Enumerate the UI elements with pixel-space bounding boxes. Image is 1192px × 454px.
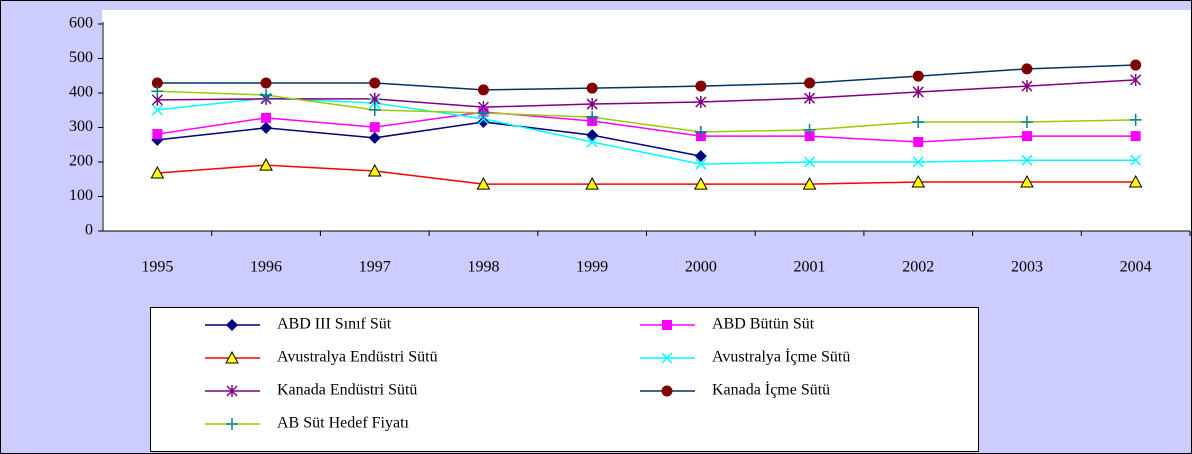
- x-tick-label: 1996: [250, 259, 282, 276]
- data-point: [586, 136, 598, 148]
- y-tick-label: 400: [69, 84, 93, 101]
- data-point: [151, 104, 163, 116]
- legend-marker: [662, 320, 672, 330]
- legend-label: ABD III Sınıf Süt: [277, 316, 392, 333]
- data-point: [260, 121, 273, 134]
- x-tick-label: 1998: [467, 259, 499, 276]
- data-point: [804, 92, 816, 105]
- data-point: [694, 150, 707, 163]
- data-point: [1128, 174, 1143, 188]
- data-point: [368, 131, 381, 144]
- data-point: [260, 77, 272, 89]
- legend-label: Kanada Endüstri Sütü: [277, 382, 417, 399]
- legend-label: Kanada İçme Sütü: [712, 381, 830, 399]
- series-line: [157, 64, 1136, 91]
- data-point: [912, 85, 924, 98]
- data-point: [477, 107, 490, 120]
- data-point: [152, 129, 163, 140]
- data-point: [260, 89, 273, 102]
- y-tick-label: 600: [69, 15, 93, 32]
- data-point: [1130, 59, 1142, 71]
- data-point: [369, 122, 380, 133]
- data-point: [1020, 115, 1033, 128]
- legend-marker: [226, 385, 238, 397]
- data-point: [912, 70, 924, 82]
- series-line: [157, 97, 1136, 165]
- data-point: [368, 103, 381, 116]
- data-point: [477, 84, 489, 96]
- data-point: [476, 177, 491, 190]
- data-point: [1130, 131, 1141, 142]
- series-line: [157, 121, 701, 157]
- data-point: [369, 92, 381, 105]
- data-point: [913, 136, 924, 147]
- series-line: [157, 90, 1136, 133]
- series-line: [157, 164, 1136, 185]
- legend-label: AB Süt Hedef Fiyatı: [277, 415, 410, 432]
- data-point: [911, 174, 926, 188]
- legend-marker: [226, 418, 238, 430]
- data-point: [585, 177, 599, 190]
- x-tick-label: 2002: [902, 259, 934, 276]
- data-point: [1130, 73, 1142, 86]
- data-point: [1020, 174, 1034, 188]
- data-point: [695, 80, 707, 92]
- data-point: [912, 115, 925, 128]
- x-tick-label: 2000: [685, 259, 717, 276]
- data-point: [150, 165, 165, 179]
- legend-marker: [226, 319, 238, 331]
- data-point: [259, 158, 273, 171]
- x-tick-label: 2004: [1120, 259, 1152, 276]
- series-line: [157, 79, 1136, 108]
- data-point: [694, 125, 707, 138]
- data-point: [151, 85, 164, 98]
- series-line: [157, 111, 1136, 143]
- x-tick-label: 1995: [141, 259, 173, 276]
- data-point: [477, 115, 490, 128]
- data-point: [695, 158, 707, 170]
- x-tick-label: 1999: [576, 259, 608, 276]
- legend-marker: [661, 352, 673, 364]
- data-point: [586, 98, 598, 111]
- data-point: [1130, 154, 1142, 166]
- data-point: [1021, 154, 1033, 166]
- data-point: [912, 156, 924, 168]
- legend-marker: [661, 385, 673, 397]
- y-tick-label: 100: [69, 187, 93, 204]
- legend-marker: [225, 350, 239, 364]
- data-point: [261, 112, 272, 123]
- data-point: [1021, 63, 1033, 75]
- legend: [150, 307, 979, 452]
- legend-label: Avustralya Endüstri Sütü: [277, 349, 438, 366]
- data-point: [151, 77, 163, 89]
- data-point: [694, 177, 708, 190]
- data-point: [369, 77, 381, 89]
- y-tick-label: 500: [69, 49, 93, 66]
- legend-label: ABD Bütün Süt: [712, 316, 815, 333]
- y-tick-label: 0: [85, 222, 93, 239]
- data-point: [803, 123, 816, 136]
- data-point: [804, 77, 816, 89]
- data-point: [1021, 131, 1032, 142]
- data-point: [586, 111, 599, 124]
- legend-label: Avustralya İçme Sütü: [712, 348, 850, 366]
- data-point: [586, 82, 598, 94]
- y-tick-label: 300: [69, 118, 93, 135]
- data-point: [367, 163, 382, 177]
- x-tick-label: 1997: [359, 259, 391, 276]
- plot-area: [102, 10, 1191, 231]
- data-point: [804, 131, 815, 142]
- x-tick-label: 2001: [794, 259, 826, 276]
- y-tick-label: 200: [69, 153, 93, 170]
- data-point: [1021, 80, 1033, 93]
- data-point: [1129, 113, 1142, 126]
- data-point: [695, 95, 707, 108]
- data-point: [804, 156, 816, 168]
- data-point: [802, 177, 817, 190]
- x-tick-label: 2003: [1011, 259, 1043, 276]
